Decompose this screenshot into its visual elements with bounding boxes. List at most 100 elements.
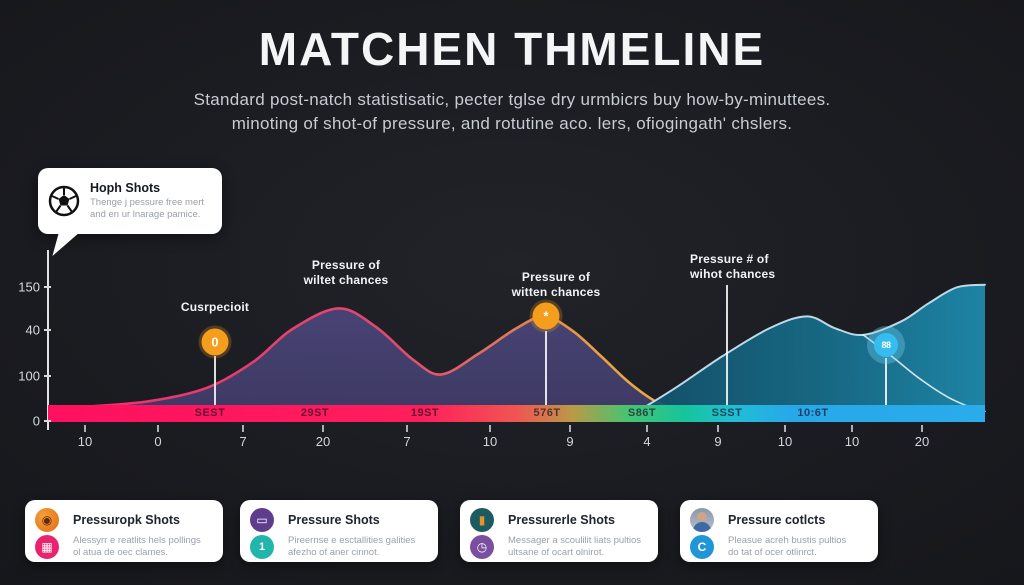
annotation-pressure-2: Pressure of witten chances	[486, 270, 626, 300]
annotation-pressure-1: Pressure of wiltet chances	[276, 258, 416, 288]
x-tick-label: 10	[844, 434, 860, 449]
x-axis-tick	[406, 425, 408, 432]
band-label: SSST	[711, 407, 743, 419]
band-label: 19ST	[410, 407, 440, 419]
annotation-label: wiltet chances	[303, 273, 389, 287]
avatar	[690, 508, 714, 532]
y-axis-label: 100	[18, 368, 40, 384]
marker-orange-2-icon: *	[532, 302, 560, 330]
guide-line	[545, 331, 547, 405]
x-axis-tick	[921, 425, 923, 432]
card-body: Messager a scoulilit liats pultios ultsa…	[508, 535, 648, 560]
annotation-label: Cusrpecioit	[180, 300, 250, 314]
callout-title: Hoph Shots	[90, 180, 161, 195]
y-axis-tick	[44, 329, 51, 331]
card-body: Alessyrr e reatlits hels pollings ol atu…	[73, 535, 213, 560]
band-label: 576T	[533, 407, 561, 419]
page-title: MATCHEN THMELINE	[258, 23, 766, 75]
annotation-label: witten chances	[511, 285, 601, 299]
annotation-pressure-3: Pressure # of wihot chances	[690, 252, 800, 282]
x-axis-tick	[242, 425, 244, 432]
pressure-line-pink-orange	[46, 307, 687, 413]
x-tick-label: 9	[714, 434, 722, 449]
annotation-cusrpecioit: Cusrpecioit	[145, 300, 285, 315]
x-axis-tick	[569, 425, 571, 432]
timeline-band	[48, 405, 985, 422]
x-tick-label: 10	[77, 434, 93, 449]
x-tick-label: 20	[914, 434, 930, 449]
clock-icon: ◷	[470, 535, 494, 560]
card-body-line-2: ultsane of ocart olnirot.	[508, 547, 605, 559]
x-tick-label: 10	[777, 434, 793, 449]
card-body-line-1: Pleasue acreh bustis pultios	[728, 535, 847, 546]
card-title: Pressure Shots	[288, 513, 380, 527]
grid-icon: ▦	[35, 535, 59, 560]
y-axis-label: 0	[32, 413, 40, 429]
x-axis-tick	[157, 425, 159, 432]
callout-body: Thenge j pessure free mert and en ur lna…	[90, 197, 204, 222]
guide-line	[214, 356, 216, 405]
target-ball-icon: ◉	[35, 508, 59, 532]
callout-body-line-1: Thenge j pessure free mert	[90, 196, 205, 208]
avatar-head	[697, 512, 707, 522]
x-axis-tick	[489, 425, 491, 432]
avatar-shoulders	[693, 522, 711, 532]
x-axis-tick	[851, 425, 853, 432]
laptop-icon: ▭	[250, 508, 274, 532]
subtitle-line-1: Standard post-natch statistisatic, pecte…	[193, 90, 831, 109]
card-title: Pressure cotlcts	[728, 513, 826, 527]
legend-card-3: ▮ Pressurerle Shots ◷ Messager a scoulil…	[460, 500, 658, 562]
subtitle-line-2: minoting of shot-of pressure, and rotuti…	[231, 114, 793, 133]
refresh-icon: C	[690, 535, 714, 560]
card-title: Pressuropk Shots	[73, 513, 180, 527]
card-body: Pleasue acreh bustis pultios do tat of o…	[728, 535, 868, 560]
x-tick-label: 7	[403, 434, 411, 449]
card-body-line-2: do tat of ocer otlinrct.	[728, 547, 817, 559]
y-axis-tick	[44, 375, 51, 377]
legend-card-1: ◉ Pressuropk Shots ▦ Alessyrr e reatlits…	[25, 500, 223, 562]
x-axis-tick	[84, 425, 86, 432]
card-body-line-1: Messager a scoulilit liats pultios	[508, 535, 642, 546]
bottle-icon: ▮	[470, 508, 494, 532]
callout-bubble: Hoph Shots Thenge j pessure free mert an…	[38, 168, 222, 256]
marker-blue-4-icon: 88	[874, 333, 898, 357]
legend-card-2: ▭ Pressure Shots 1 Pireernse e esctallit…	[240, 500, 438, 562]
x-axis-tick	[646, 425, 648, 432]
pressure-area-teal	[628, 284, 985, 422]
x-tick-label: 0	[154, 434, 162, 449]
x-axis-tick	[784, 425, 786, 432]
marker-orange-1-icon: 0	[201, 328, 229, 356]
y-axis-tick	[44, 420, 51, 422]
guide-line	[726, 285, 728, 405]
card-body-line-1: Alessyrr e reatlits hels pollings	[73, 535, 201, 546]
y-axis-line	[47, 250, 49, 430]
card-body-line-1: Pireernse e esctallities galities	[288, 535, 416, 546]
band-label: S86T	[627, 407, 657, 419]
x-tick-label: 9	[566, 434, 574, 449]
annotation-label: Pressure of	[311, 258, 381, 272]
legend-card-4: Pressure cotlcts C Pleasue acreh bustis …	[680, 500, 878, 562]
card-title: Pressurerle Shots	[508, 513, 615, 527]
y-axis-label: 150	[18, 279, 40, 295]
band-label: 10:6T	[797, 407, 829, 419]
pressure-area-purple	[48, 308, 686, 422]
x-tick-label: 4	[643, 434, 651, 449]
annotation-label: Pressure of	[521, 270, 591, 284]
number-badge: 1	[250, 535, 274, 560]
header: MATCHEN THMELINE Standard post-natch sta…	[0, 22, 1024, 134]
x-tick-label: 20	[315, 434, 331, 449]
annotation-label: wihot chances	[690, 267, 776, 281]
pressure-line-cyan	[627, 283, 986, 418]
guide-line	[885, 358, 887, 405]
band-label: SEST	[194, 407, 226, 419]
card-body: Pireernse e esctallities galities afezho…	[288, 535, 428, 560]
band-label: 29ST	[300, 407, 330, 419]
y-axis-label: 40	[25, 322, 40, 338]
x-axis-tick	[717, 425, 719, 432]
soccer-ball-icon	[48, 185, 80, 217]
x-tick-label: 7	[239, 434, 247, 449]
y-axis-tick	[44, 286, 51, 288]
